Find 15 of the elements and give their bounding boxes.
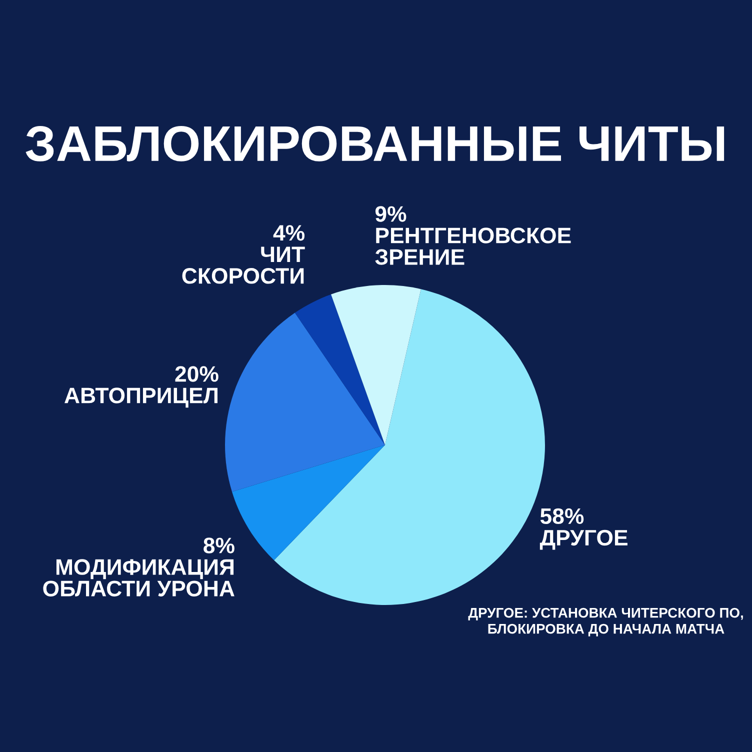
text: ДРУГОЕ: УСТАНОВКА ЧИТЕРСКОГО ПО, БЛОКИРОВКА ДО НАЧАЛА МАТЧА (468, 608, 743, 636)
data-label: 9% (375, 206, 406, 222)
pie-slice (294, 294, 385, 445)
slice-label: РЕНТГЕНОВСКОЕ ЗРЕНИЕ (375, 228, 571, 265)
data-label: 4% (273, 225, 305, 241)
data-label: 58% (540, 508, 584, 524)
slice-label: ЧИТ СКОРОСТИ (182, 246, 305, 284)
pie-slice (225, 312, 385, 492)
slice-label: МОДИФИКАЦИЯ ОБЛАСТИ УРОНА (43, 559, 234, 596)
chart-title: ЗАБЛОКИРОВАННЫЕ ЧИТЫ (26, 126, 724, 162)
data-label: 8% (204, 538, 234, 554)
slice-label: АВТОПРИЦЕЛ (64, 388, 218, 408)
data-label: 20% (175, 366, 218, 382)
slice-label: ДРУГОЕ (540, 530, 628, 550)
pie-slice (330, 285, 421, 445)
